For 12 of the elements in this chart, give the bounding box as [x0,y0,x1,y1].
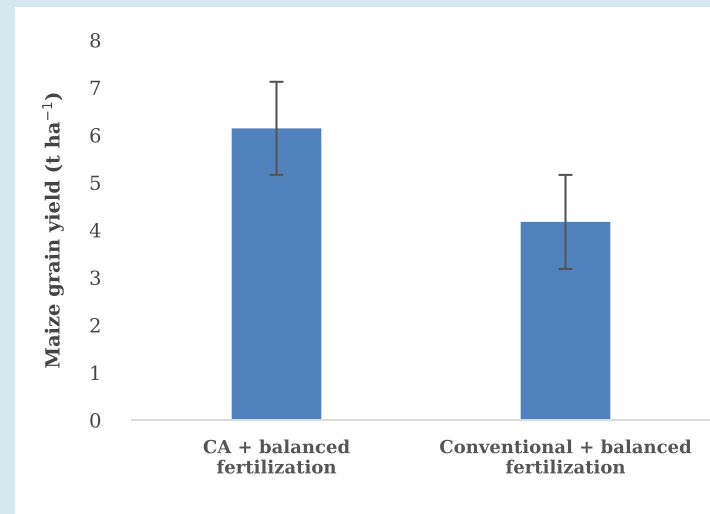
y-tick-label: 6 [90,128,100,143]
x-tick-label: Conventional + balanced fertilization [440,439,692,474]
y-tick-label: 8 [90,32,100,48]
y-tick-label: 0 [90,412,100,428]
x-tick-label: CA + balanced fertilization [204,439,350,474]
y-tick-label: 7 [90,80,100,95]
y-tick-label: 1 [91,365,99,380]
y-tick-label: 4 [90,222,100,238]
y-axis-title: Maize grain yield (t ha$^{−1}$) [42,93,64,368]
y-tick-label: 2 [90,318,100,332]
y-tick-label: 5 [90,176,100,190]
y-tick-label: 3 [90,270,100,286]
